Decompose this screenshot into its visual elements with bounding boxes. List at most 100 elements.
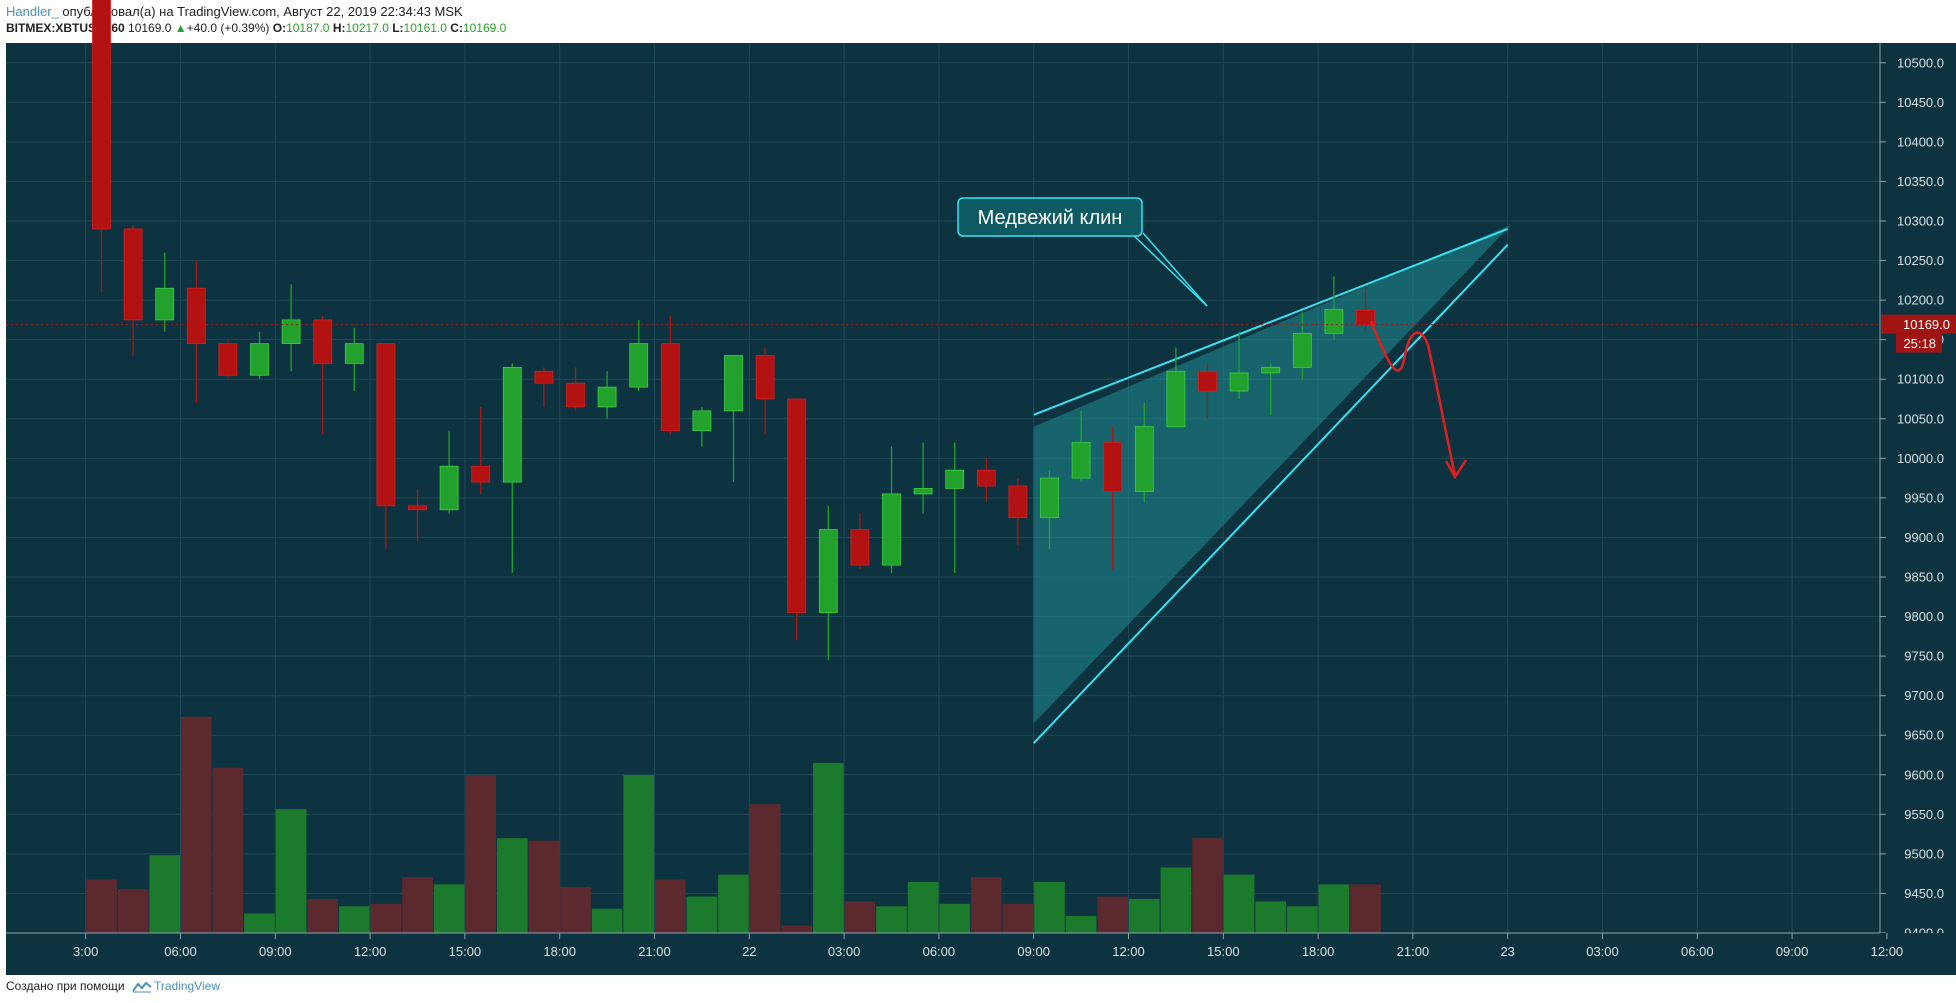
- x-tick-label: 15:00: [1207, 944, 1240, 959]
- candle-body: [913, 487, 933, 495]
- volume-bar: [591, 908, 623, 933]
- volume-bar: [623, 775, 654, 933]
- volume-bar: [655, 879, 686, 933]
- candle: [186, 260, 206, 403]
- open-value: 10187.0: [286, 21, 330, 35]
- author-link[interactable]: Handler_: [6, 4, 59, 19]
- x-tick-label: 18:00: [543, 944, 576, 959]
- candle: [1040, 470, 1059, 550]
- callout-box: [957, 197, 1143, 237]
- candle-body: [1229, 372, 1249, 392]
- y-tick-label: 9900.0: [1904, 530, 1944, 545]
- candle-body: [1261, 366, 1281, 374]
- candle: [439, 430, 459, 514]
- candle: [1356, 286, 1375, 331]
- volume-bar: [844, 901, 876, 933]
- volume-bar: [781, 925, 812, 933]
- y-tick-label: 9750.0: [1904, 649, 1944, 664]
- candle-body: [1324, 309, 1344, 334]
- y-tick-label: 9500.0: [1904, 846, 1944, 861]
- y-tick-label: 10250.0: [1897, 253, 1944, 268]
- close-label: C:: [450, 21, 463, 35]
- candle-body: [123, 228, 143, 321]
- wedge-lower-line[interactable]: [1032, 244, 1509, 744]
- x-tick-label: 06:00: [164, 944, 197, 959]
- countdown-text: 25:18: [1903, 336, 1936, 351]
- x-tick-label: 12:00: [354, 944, 387, 959]
- volume-bar: [1160, 867, 1192, 933]
- candle: [724, 355, 743, 483]
- x-axis-panel[interactable]: [6, 933, 1956, 975]
- price-chart[interactable]: Медвежий клин 9400.09450.09500.09550.096…: [0, 0, 1956, 975]
- candle: [787, 398, 807, 641]
- candle-body: [534, 370, 554, 384]
- candle: [818, 505, 838, 661]
- x-tick-label: 12:00: [1112, 944, 1145, 959]
- candle-body: [471, 465, 491, 483]
- current-price-box: [1881, 314, 1956, 334]
- volume-bar: [528, 840, 560, 933]
- volume-bar: [813, 762, 844, 933]
- y-axis-panel[interactable]: [1880, 43, 1956, 933]
- arrow-head-icon: [1444, 459, 1468, 480]
- candle-body: [724, 355, 743, 412]
- x-tick-label: 23: [1500, 944, 1514, 959]
- x-tick-label: 06:00: [1681, 944, 1714, 959]
- volume-bar: [1034, 881, 1065, 933]
- change-value: +40.0 (+0.39%): [186, 21, 270, 35]
- x-tick-label: 22: [742, 944, 756, 959]
- candle: [408, 489, 427, 542]
- ohlc-legend: BITMEX:XBTUSD, 60 10169.0 ▲+40.0 (+0.39%…: [6, 21, 506, 35]
- volume-bar: [181, 716, 212, 933]
- callout-pointer-b: [1130, 232, 1208, 307]
- candle-body: [1103, 442, 1123, 492]
- candle-body: [566, 382, 585, 408]
- y-tick-label: 10300.0: [1897, 214, 1944, 229]
- candle-body: [344, 343, 364, 364]
- y-tick-label: 10400.0: [1897, 134, 1944, 149]
- forecast-arrow: [1369, 320, 1468, 480]
- candle: [882, 446, 901, 574]
- y-tick-label: 10200.0: [1897, 293, 1944, 308]
- candle-body: [313, 319, 333, 364]
- published-text: опубликовал(а) на TradingView.com, Авгус…: [62, 4, 463, 19]
- candle-body: [1198, 370, 1217, 392]
- x-tick-label: 18:00: [1302, 944, 1335, 959]
- candle: [123, 224, 143, 356]
- low-label: L:: [392, 21, 404, 35]
- candle-body: [787, 398, 807, 614]
- candle: [913, 442, 933, 514]
- volume-bar: [465, 775, 496, 933]
- candle: [1071, 410, 1091, 483]
- y-tick-label: 9850.0: [1904, 570, 1944, 585]
- candle-body: [945, 469, 965, 489]
- volume-bar: [212, 767, 244, 933]
- current-price-text: 10169.0: [1903, 317, 1950, 332]
- candle: [1261, 363, 1281, 415]
- publish-header: Handler_ опубликовал(а) на TradingView.c…: [6, 4, 463, 19]
- x-tick-label: 06:00: [923, 944, 956, 959]
- candle: [755, 347, 775, 435]
- y-tick-label: 9950.0: [1904, 490, 1944, 505]
- tradingview-link[interactable]: TradingView: [153, 979, 221, 993]
- candle: [850, 513, 870, 570]
- volume-bar: [370, 903, 402, 933]
- candle-body: [1292, 332, 1312, 368]
- volume-bar: [1192, 838, 1223, 933]
- volume-bar: [907, 881, 939, 933]
- volume-bar: [1350, 884, 1381, 933]
- candle-body: [1134, 426, 1154, 492]
- candle-body: [597, 386, 617, 408]
- volume-bar: [971, 877, 1002, 933]
- volume-bar: [497, 838, 528, 933]
- annotation-callout[interactable]: Медвежий клин: [957, 197, 1208, 307]
- volume-bar: [1223, 874, 1255, 933]
- forecast-curve: [1369, 320, 1457, 476]
- bearish-wedge: [1032, 224, 1511, 744]
- candle: [629, 319, 649, 392]
- wedge-upper-line[interactable]: [1033, 227, 1509, 416]
- y-tick-label: 10450.0: [1897, 95, 1944, 110]
- candle: [1292, 311, 1312, 380]
- candle-body: [408, 505, 427, 511]
- open-label: O:: [272, 21, 287, 35]
